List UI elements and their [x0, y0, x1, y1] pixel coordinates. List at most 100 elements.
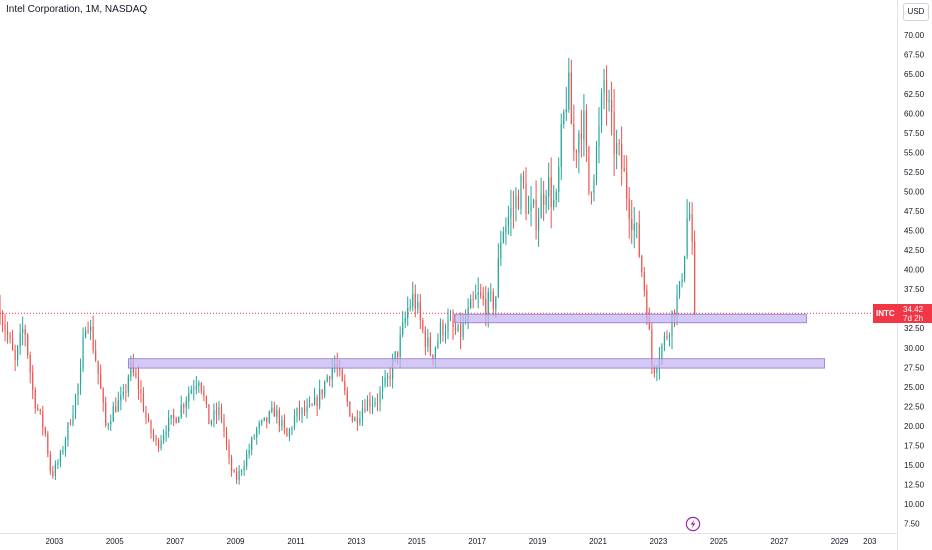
price-axis[interactable]: 7.50 10.00 12.50 15.00 17.50 20.00 22.50 25.00 2… [904, 12, 925, 529]
candle-body [366, 399, 369, 411]
candle-body [64, 439, 67, 451]
candle-body [414, 293, 416, 309]
time-tick-label: 2005 [106, 537, 124, 546]
candle-body [268, 411, 270, 423]
candle-body [475, 295, 477, 300]
candle-body [678, 281, 681, 296]
candle-body [74, 395, 77, 415]
candle-body [550, 177, 552, 208]
candle-body [218, 407, 220, 416]
currency-button[interactable]: USD [903, 3, 929, 21]
candle-body [603, 80, 605, 93]
candle-body [69, 422, 72, 425]
candle-body [6, 330, 9, 336]
time-tick-label: 2027 [770, 537, 788, 546]
support-zones[interactable] [127, 313, 825, 369]
candle-body [9, 335, 11, 339]
candle-body [49, 454, 51, 472]
candle-body [404, 318, 406, 323]
candle-body [32, 372, 34, 390]
candle-body [384, 377, 386, 385]
time-axis[interactable]: 2003 2005 2007 2009 2011 2013 2015 2017 2019 2021… [45, 537, 877, 546]
candle-body [636, 223, 638, 225]
candle-body [72, 414, 74, 425]
candle-body [600, 92, 603, 126]
candle-body [512, 207, 515, 209]
candle-body [643, 272, 645, 291]
price-tick-label: 65.00 [904, 70, 925, 79]
candle-body [593, 179, 595, 194]
candle-body [100, 374, 102, 389]
price-tick-label: 30.00 [904, 344, 925, 353]
candle-body [633, 223, 635, 231]
candle-body [329, 376, 331, 380]
candle-body [296, 407, 298, 417]
candle-body [228, 444, 230, 458]
candle-body [190, 389, 192, 394]
candle-body [548, 177, 550, 197]
candle-body [626, 171, 628, 199]
candle-body [653, 366, 655, 373]
candle-body [165, 431, 167, 435]
candle-body [651, 329, 653, 367]
candle-body [155, 437, 157, 441]
candle-body [379, 391, 381, 403]
candle-body [349, 401, 351, 417]
candle-body [621, 144, 623, 169]
candle-body [631, 219, 633, 231]
candle-body [394, 351, 396, 360]
tradingview-lightning-icon[interactable] [685, 516, 701, 532]
candle-body [42, 411, 44, 428]
candle-body [573, 123, 575, 151]
support-zone-rect[interactable] [454, 313, 807, 324]
chart-title: Intel Corporation, 1M, NASDAQ [6, 4, 148, 15]
price-tick-label: 7.50 [904, 520, 920, 529]
candle-body [152, 433, 155, 438]
candle-body [291, 428, 293, 430]
candle-body [477, 292, 479, 296]
candle-body [402, 322, 404, 335]
candle-body [424, 330, 426, 347]
candle-body [517, 195, 520, 210]
candle-body [198, 382, 200, 387]
candle-body [470, 299, 472, 309]
candle-body [432, 354, 434, 360]
candle-body [225, 431, 228, 445]
candle-body [281, 420, 283, 426]
candle-body [560, 124, 562, 167]
candle-body [661, 345, 663, 360]
candle-body [434, 347, 437, 360]
candle-body [208, 404, 210, 425]
candle-body [399, 334, 401, 357]
price-tick-label: 55.00 [904, 148, 925, 157]
candle-body [311, 404, 313, 406]
candle-body [331, 367, 333, 380]
time-tick-label: 2013 [347, 537, 365, 546]
candle-body [694, 241, 696, 314]
candle-body [641, 256, 643, 273]
candle-body [351, 416, 353, 421]
price-tick-label: 25.00 [904, 383, 925, 392]
candle-body [162, 434, 165, 441]
price-tick-label: 10.00 [904, 500, 925, 509]
support-zone-rect[interactable] [127, 358, 825, 369]
candle-body [605, 80, 608, 103]
candle-body [278, 410, 280, 426]
candle-body [666, 335, 668, 338]
candle-body [273, 407, 275, 417]
time-tick-label: 2017 [468, 537, 486, 546]
price-tick-label: 20.00 [904, 422, 925, 431]
candle-body [568, 72, 570, 110]
time-tick-label: 2023 [650, 537, 668, 546]
candle-body [500, 242, 502, 258]
candle-body [29, 355, 31, 373]
candle-body [263, 417, 265, 421]
candle-body [459, 324, 462, 337]
candle-body [457, 324, 459, 331]
candle-body [522, 175, 525, 184]
candle-body [487, 292, 489, 317]
candle-body [90, 326, 92, 331]
price-tick-label: 22.50 [904, 402, 925, 411]
candle-body [235, 472, 238, 480]
